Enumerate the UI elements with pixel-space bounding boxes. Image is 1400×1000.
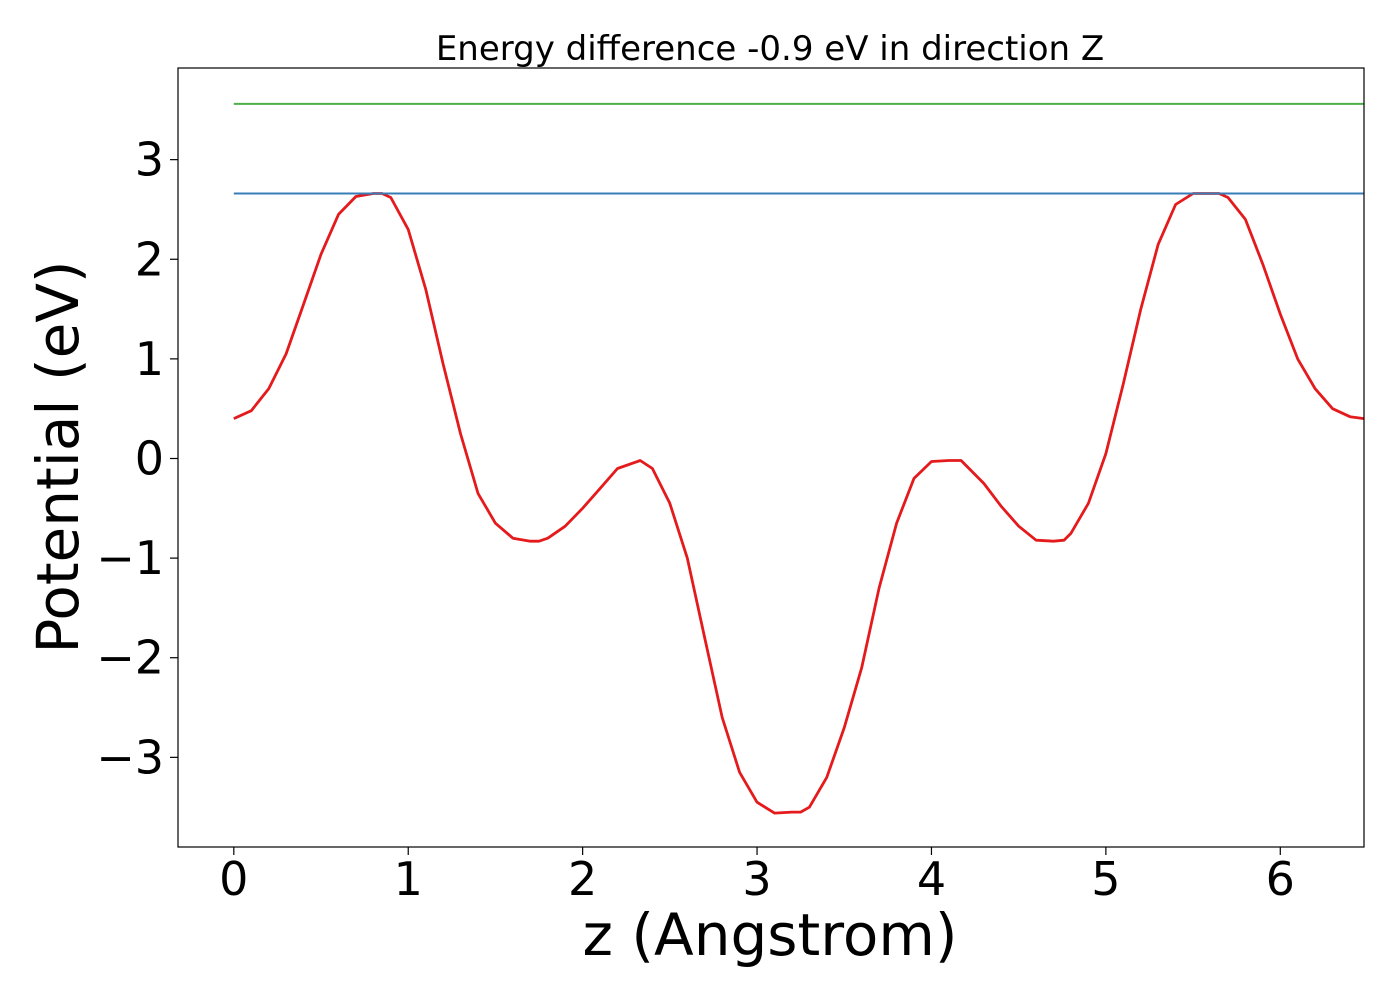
y-tick-label: 3 <box>135 133 164 187</box>
x-axis-label: z (Angstrom) <box>583 901 958 969</box>
x-tick-label: 5 <box>1091 852 1120 906</box>
y-tick-label: 0 <box>135 431 164 485</box>
plot-area <box>177 67 1365 848</box>
y-axis-ticks: −3 −2 −1 0 1 2 3 <box>96 133 178 784</box>
x-tick-label: 4 <box>917 852 946 906</box>
x-tick-label: 6 <box>1266 852 1295 906</box>
y-tick-label: −1 <box>96 531 164 585</box>
y-tick-label: −3 <box>96 730 164 784</box>
y-axis-label: Potential (eV) <box>24 260 92 653</box>
x-tick-label: 3 <box>742 852 771 906</box>
chart-title: Energy difference -0.9 eV in direction Z <box>436 29 1104 69</box>
y-tick-label: −2 <box>96 631 164 685</box>
x-axis-ticks: 0 1 2 3 4 5 6 <box>219 847 1295 906</box>
x-tick-label: 1 <box>394 852 423 906</box>
x-tick-label: 0 <box>219 852 248 906</box>
y-tick-label: 1 <box>135 332 164 386</box>
series-line-0 <box>233 192 1365 815</box>
x-tick-label: 2 <box>568 852 597 906</box>
plot-frame <box>177 67 1365 848</box>
y-tick-label: 2 <box>135 232 164 286</box>
